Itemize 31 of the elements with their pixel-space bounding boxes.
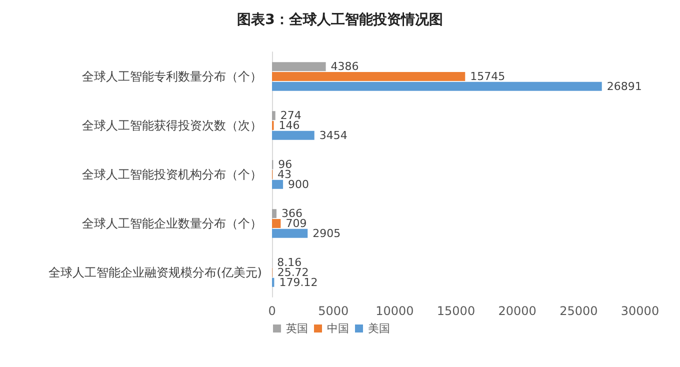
bar (272, 219, 281, 228)
x-tick-label: 20000 (498, 304, 536, 318)
data-label: 26891 (606, 80, 642, 93)
bar (272, 228, 308, 238)
legend-label: 英国 (286, 322, 308, 335)
legend-label: 美国 (368, 322, 390, 335)
legend-label: 中国 (327, 322, 349, 335)
y-tick-label: 全球人工智能企业数量分布（个） (82, 216, 262, 230)
x-tick-label: 30000 (620, 304, 660, 318)
bar (272, 62, 326, 72)
x-tick-label: 25000 (560, 304, 598, 318)
y-tick-label: 全球人工智能获得投资次数（次） (82, 118, 262, 132)
bar (272, 111, 276, 120)
x-tick-label: 10000 (376, 304, 414, 318)
x-tick-label: 0 (268, 304, 276, 318)
x-tick-label: 15000 (436, 304, 476, 318)
data-label: 15745 (470, 70, 506, 83)
bar (272, 180, 284, 189)
y-tick-label: 全球人工智能投资机构分布（个） (82, 168, 262, 182)
data-label: 3454 (319, 128, 348, 142)
bar (272, 72, 466, 81)
chart-title: 图表3：全球人工智能投资情况图 (237, 12, 443, 28)
x-tick-label: 5000 (318, 304, 349, 318)
bar (272, 130, 314, 140)
data-label: 2905 (312, 226, 341, 240)
data-label: 146 (278, 119, 300, 132)
y-tick-label: 全球人工智能专利数量分布（个） (82, 70, 262, 84)
bar (272, 209, 276, 218)
data-label: 4386 (330, 60, 359, 74)
y-tick-label: 全球人工智能企业融资规模分布(亿美元) (48, 266, 262, 280)
bar (272, 82, 602, 91)
